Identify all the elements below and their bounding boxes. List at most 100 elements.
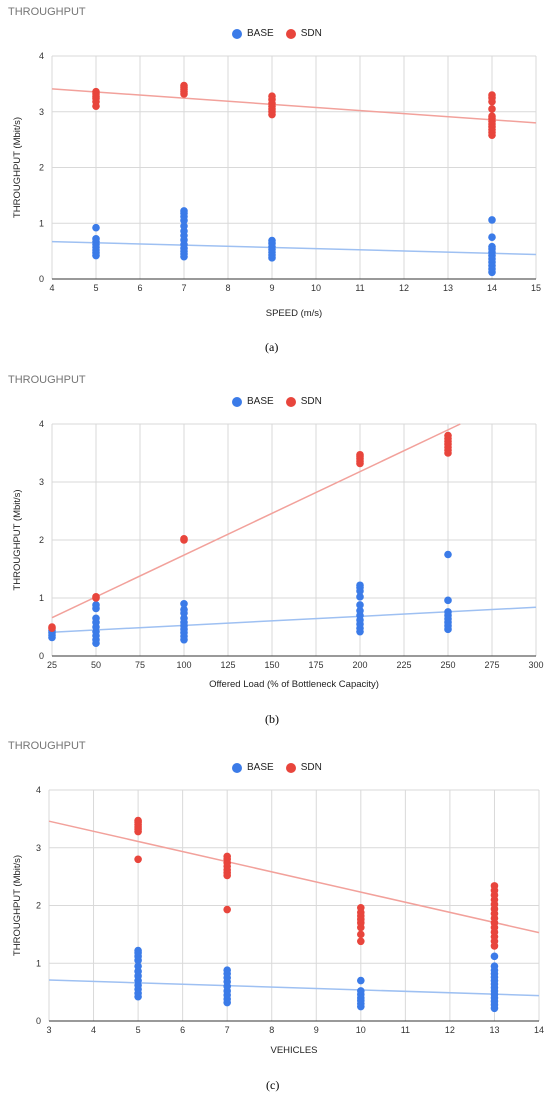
data-point-sdn (357, 930, 365, 939)
data-point-base (268, 236, 276, 245)
data-point-sdn (488, 112, 496, 121)
x-axis-label: SPEED (m/s) (266, 308, 322, 319)
legend-item-base: BASE (232, 396, 274, 407)
x-tick-label: 175 (308, 660, 323, 670)
data-point-base (488, 242, 496, 251)
x-tick-label: 14 (487, 283, 497, 293)
chart-title-a: THROUGHPUT (8, 6, 86, 18)
y-tick-label: 2 (36, 901, 41, 911)
trendline-base (48, 979, 540, 997)
chart-title-b: THROUGHPUT (8, 374, 86, 386)
y-tick-label: 1 (39, 218, 44, 228)
legend-label-sdn: SDN (300, 28, 322, 39)
y-tick-label: 0 (36, 1016, 41, 1026)
base-marker-icon (232, 762, 242, 773)
x-tick-label: 10 (356, 1025, 366, 1035)
x-tick-label: 75 (135, 660, 145, 670)
data-point-base (180, 207, 188, 215)
data-point-sdn (268, 92, 276, 100)
data-point-sdn (92, 593, 100, 601)
data-point-base (92, 601, 100, 609)
data-point-sdn (356, 450, 364, 459)
x-tick-label: 6 (180, 1025, 185, 1035)
legend-label-base: BASE (247, 396, 274, 407)
y-axis-label: THROUGHPUT (Mbit/s) (12, 489, 23, 590)
sdn-marker-icon (285, 396, 296, 407)
data-point-base (488, 233, 496, 241)
x-tick-label: 5 (136, 1025, 141, 1035)
y-tick-label: 1 (39, 593, 44, 603)
data-point-sdn (180, 535, 188, 543)
data-point-base (134, 962, 142, 970)
legend-b: BASE SDN (232, 396, 322, 407)
caption-a: (a) (265, 340, 279, 354)
data-point-sdn (488, 105, 496, 113)
x-tick-label: 11 (355, 283, 364, 293)
x-tick-label: 12 (445, 1025, 455, 1035)
x-tick-label: 13 (443, 283, 453, 293)
data-point-base (356, 581, 364, 590)
data-point-base (180, 600, 188, 608)
x-tick-label: 7 (181, 283, 186, 293)
x-tick-label: 4 (49, 283, 54, 293)
trendline-sdn (51, 88, 537, 124)
trendline-sdn (51, 423, 461, 619)
legend-a: BASE SDN (232, 28, 322, 39)
data-point-base (444, 608, 452, 616)
data-point-sdn (490, 882, 499, 890)
x-tick-label: 50 (91, 660, 101, 670)
data-point-sdn (48, 623, 56, 631)
data-point-base (357, 987, 365, 995)
legend-item-base: BASE (232, 762, 274, 773)
x-tick-label: 12 (399, 283, 409, 293)
x-tick-label: 11 (401, 1025, 410, 1035)
x-tick-label: 275 (484, 660, 499, 670)
data-point-base (92, 235, 100, 243)
legend-item-base: BASE (232, 28, 274, 39)
y-tick-label: 0 (39, 651, 44, 661)
chart-title-c: THROUGHPUT (8, 740, 86, 752)
sdn-marker-icon (285, 28, 296, 39)
x-tick-label: 150 (264, 660, 279, 670)
caption-b: (b) (265, 712, 279, 726)
x-tick-label: 10 (311, 283, 321, 293)
x-tick-label: 250 (440, 660, 455, 670)
data-point-base (356, 593, 364, 601)
data-point-base (490, 952, 499, 961)
x-tick-label: 4 (91, 1025, 96, 1035)
legend-c: BASE SDN (232, 762, 322, 773)
y-tick-label: 3 (39, 107, 44, 117)
x-tick-label: 8 (269, 1025, 274, 1035)
y-tick-label: 2 (39, 163, 44, 173)
y-tick-label: 0 (39, 274, 44, 284)
x-tick-label: 3 (46, 1025, 51, 1035)
data-point-sdn (488, 91, 496, 99)
y-tick-label: 3 (39, 477, 44, 487)
y-tick-label: 1 (36, 958, 41, 968)
x-tick-label: 13 (489, 1025, 499, 1035)
data-point-base (92, 614, 100, 623)
x-tick-label: 100 (176, 660, 191, 670)
data-point-base (488, 216, 496, 224)
data-point-base (444, 596, 452, 605)
legend-label-sdn: SDN (300, 396, 322, 407)
data-point-base (357, 976, 365, 985)
data-point-sdn (223, 852, 231, 861)
x-tick-label: 300 (528, 660, 543, 670)
x-tick-label: 7 (225, 1025, 230, 1035)
y-tick-label: 4 (39, 419, 44, 429)
data-point-sdn (134, 855, 142, 864)
base-marker-icon (232, 396, 242, 407)
legend-label-base: BASE (247, 28, 274, 39)
data-point-base (356, 601, 364, 609)
data-point-base (180, 614, 188, 623)
trendline-sdn (48, 820, 540, 934)
scatter-plot-b: 25 50 75 100 125 150 175 200 225 250 275 300 0 1 2 3 4 Of… (12, 419, 544, 690)
data-point-base (180, 605, 188, 614)
y-axis-label: THROUGHPUT (Mbit/s) (12, 855, 23, 956)
data-point-sdn (92, 87, 100, 96)
x-tick-label: 225 (396, 660, 411, 670)
legend-item-sdn: SDN (285, 396, 322, 407)
